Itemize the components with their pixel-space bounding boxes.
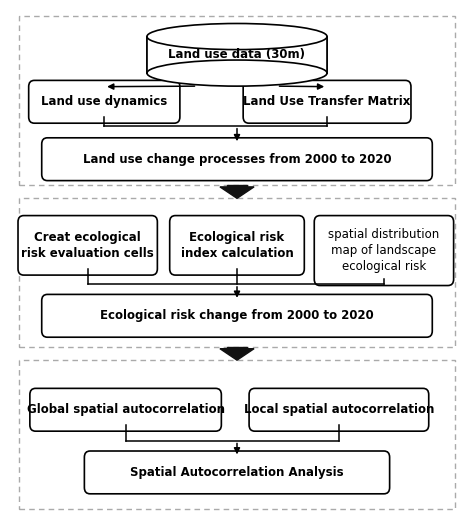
FancyBboxPatch shape — [29, 80, 180, 123]
FancyBboxPatch shape — [314, 216, 454, 286]
Text: Creat ecological
risk evaluation cells: Creat ecological risk evaluation cells — [21, 231, 154, 260]
FancyBboxPatch shape — [18, 216, 157, 275]
Text: Land Use Transfer Matrix: Land Use Transfer Matrix — [243, 96, 411, 108]
FancyBboxPatch shape — [84, 451, 390, 494]
Text: Land use change processes from 2000 to 2020: Land use change processes from 2000 to 2… — [82, 153, 392, 165]
Text: Land use dynamics: Land use dynamics — [41, 96, 167, 108]
Ellipse shape — [147, 60, 327, 86]
Bar — [227, 347, 247, 349]
Polygon shape — [220, 349, 254, 360]
Polygon shape — [220, 187, 254, 198]
FancyBboxPatch shape — [249, 388, 428, 431]
Text: Global spatial autocorrelation: Global spatial autocorrelation — [27, 404, 225, 416]
FancyBboxPatch shape — [30, 388, 221, 431]
FancyBboxPatch shape — [243, 80, 411, 123]
Text: Local spatial autocorrelation: Local spatial autocorrelation — [244, 404, 434, 416]
Text: Spatial Autocorrelation Analysis: Spatial Autocorrelation Analysis — [130, 466, 344, 479]
Text: Ecological risk change from 2000 to 2020: Ecological risk change from 2000 to 2020 — [100, 310, 374, 322]
Text: Land use data (30m): Land use data (30m) — [168, 49, 306, 61]
FancyBboxPatch shape — [42, 138, 432, 181]
FancyBboxPatch shape — [170, 216, 304, 275]
Text: Ecological risk
index calculation: Ecological risk index calculation — [181, 231, 293, 260]
FancyBboxPatch shape — [42, 294, 432, 337]
FancyBboxPatch shape — [147, 37, 327, 73]
Ellipse shape — [147, 23, 327, 50]
Text: spatial distribution
map of landscape
ecological risk: spatial distribution map of landscape ec… — [328, 228, 439, 273]
Bar — [227, 185, 247, 187]
